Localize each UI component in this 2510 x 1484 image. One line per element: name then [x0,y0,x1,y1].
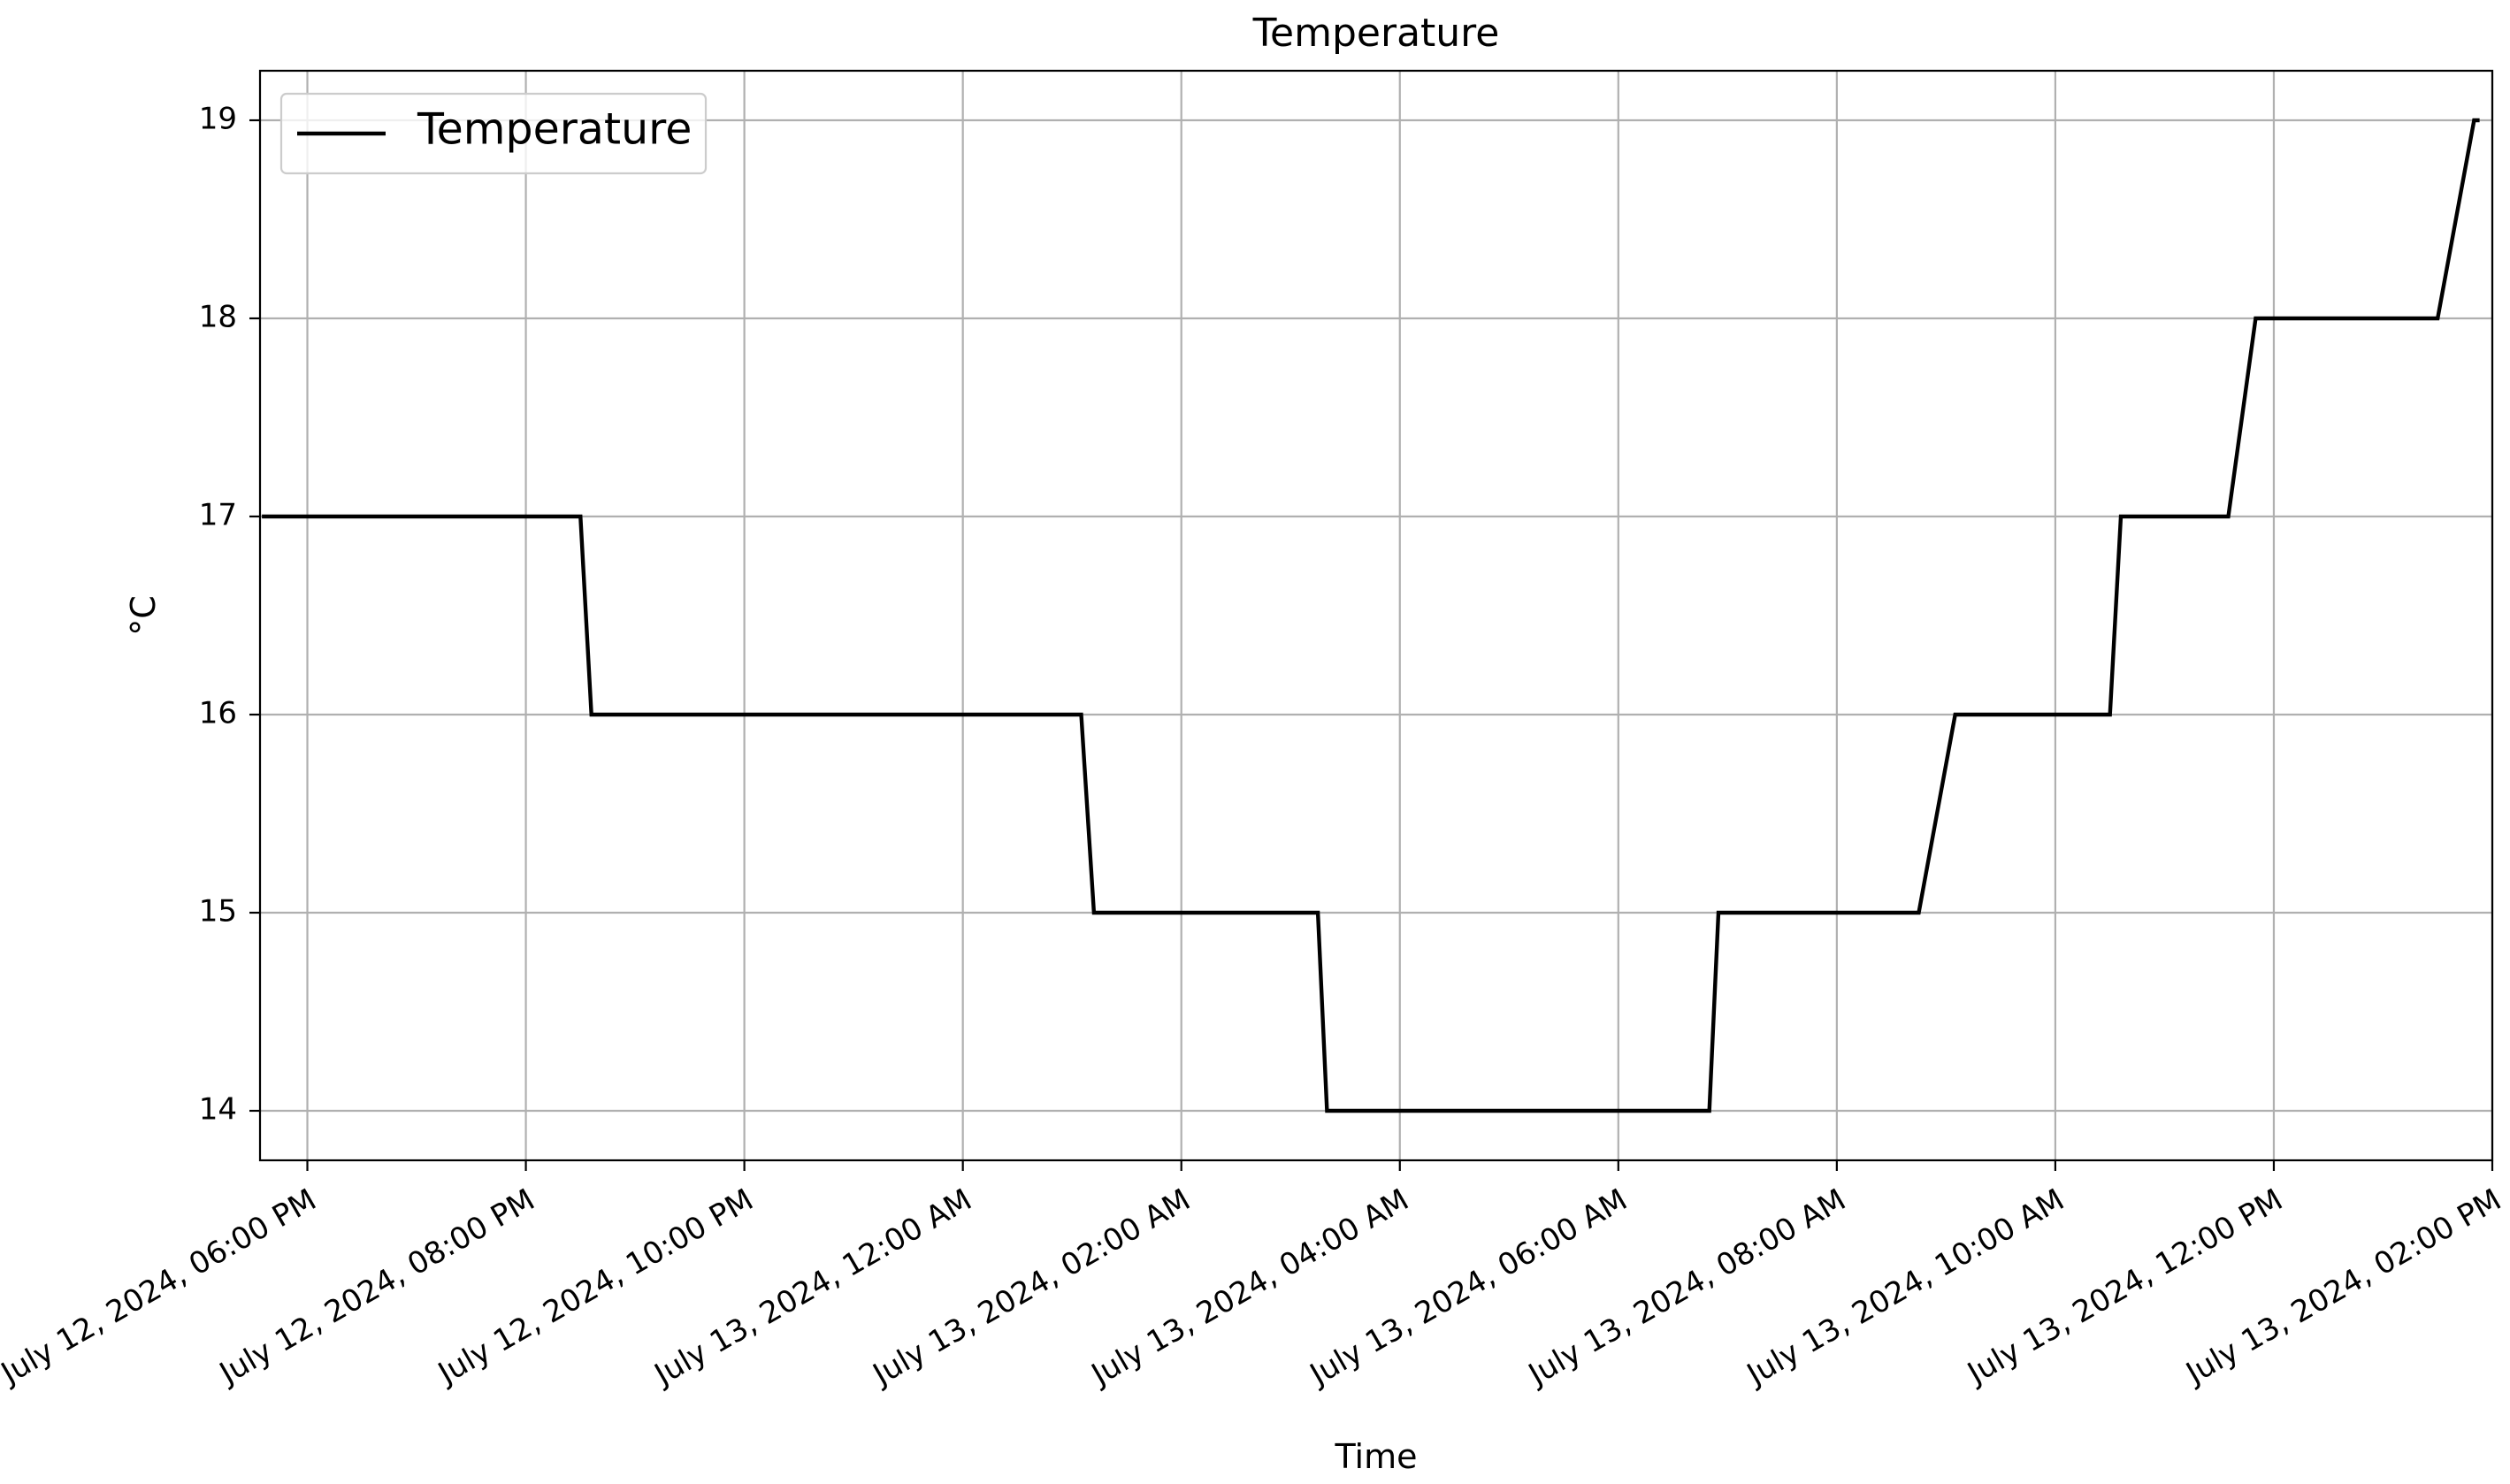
y-tick-label: 17 [199,498,237,533]
series-line-temperature [262,118,2480,1113]
y-tick-label: 18 [199,300,237,335]
plot-area-frame [258,69,2494,1162]
grid-lines [260,71,2494,1160]
x-axis-label: Time [1335,1437,1418,1476]
y-tick-label: 15 [199,894,237,929]
chart-title: Temperature [1252,11,1500,56]
y-tick-label: 16 [199,696,237,731]
legend: Temperature [279,92,708,175]
series-layer [262,118,2480,1113]
y-tick-label: 19 [199,102,237,137]
legend-box [279,92,708,175]
legend-label-temperature: Temperature [417,104,692,155]
y-tick-label: 14 [199,1092,237,1128]
y-axis-label: °C [124,595,163,636]
